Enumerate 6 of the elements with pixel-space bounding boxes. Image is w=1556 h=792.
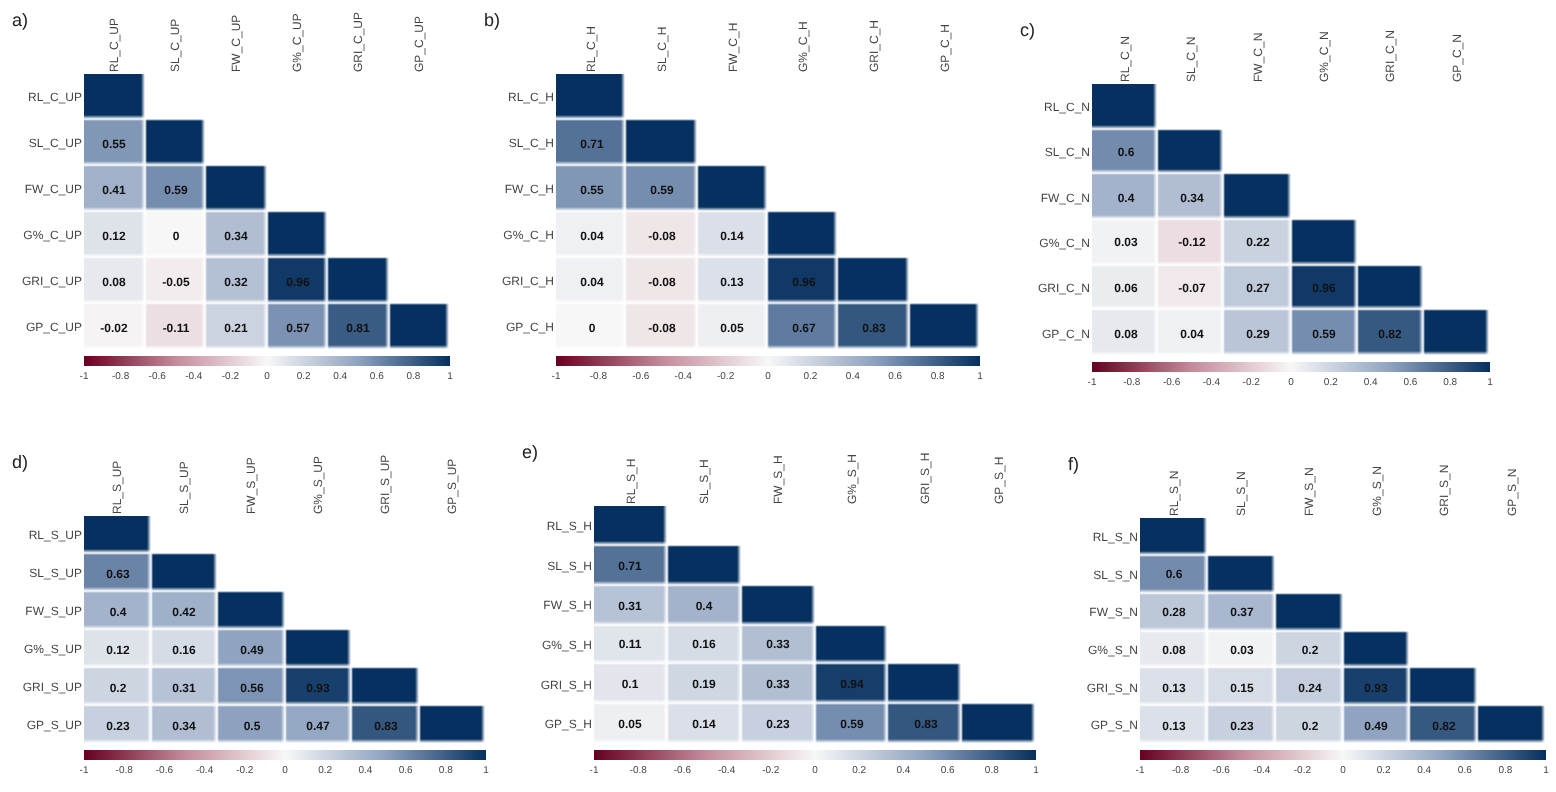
chart-title: f) [1068, 454, 1079, 474]
chart-title: b) [484, 10, 501, 30]
chart-title: a) [12, 10, 29, 30]
chart-title: e) [522, 442, 539, 462]
chart-title: d) [12, 452, 29, 472]
chart-title: c) [1020, 20, 1035, 40]
